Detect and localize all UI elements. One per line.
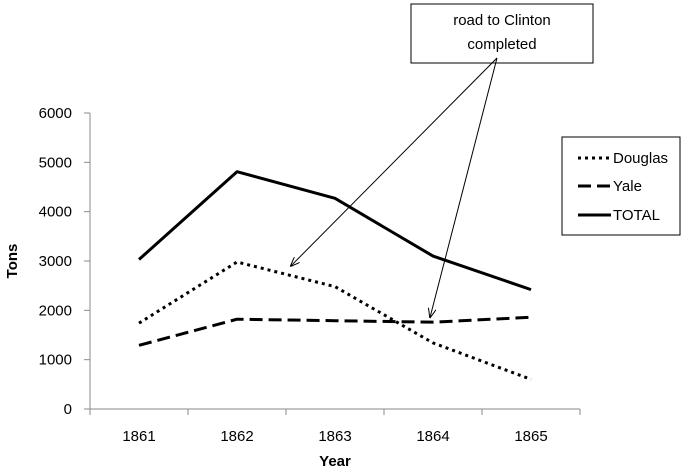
annotation-box xyxy=(410,3,594,64)
annotation-line-1: road to Clinton xyxy=(453,12,551,29)
y-tick-group: 0 1000 2000 3000 4000 5000 6000 xyxy=(39,105,90,418)
x-tick-label: 1862 xyxy=(220,428,253,445)
series-line-total xyxy=(137,170,532,292)
annotation-arrows xyxy=(291,57,498,317)
y-tick-label: 1000 xyxy=(39,352,72,369)
y-tick-label: 3000 xyxy=(39,253,72,270)
y-tick-label: 6000 xyxy=(39,105,72,122)
annotation-arrow-1 xyxy=(291,57,498,266)
annotation: road to Clinton completed xyxy=(291,3,594,317)
x-tick-label: 1864 xyxy=(416,428,449,445)
annotation-line-2: completed xyxy=(467,36,536,53)
annotation-arrow-2 xyxy=(430,57,498,317)
x-tick-label: 1863 xyxy=(318,428,351,445)
x-tick-group: 1861 1862 1863 1864 1865 xyxy=(89,409,581,445)
x-tick-label: 1861 xyxy=(122,428,155,445)
series-lines xyxy=(137,170,532,381)
x-tick-label: 1865 xyxy=(514,428,547,445)
legend-label-douglas: Douglas xyxy=(613,150,668,167)
y-tick-label: 5000 xyxy=(39,154,72,171)
legend-label-yale: Yale xyxy=(613,178,642,195)
series-line-yale xyxy=(138,315,532,347)
x-axis-title: Year xyxy=(319,453,351,470)
y-tick-label: 2000 xyxy=(39,302,72,319)
y-tick-label: 0 xyxy=(64,401,72,418)
y-tick-label: 4000 xyxy=(39,204,72,221)
series-line-douglas xyxy=(138,260,532,381)
legend-label-total: TOTAL xyxy=(613,207,660,224)
y-axis-title: Tons xyxy=(4,244,21,279)
legend: Douglas Yale TOTAL xyxy=(561,136,681,236)
